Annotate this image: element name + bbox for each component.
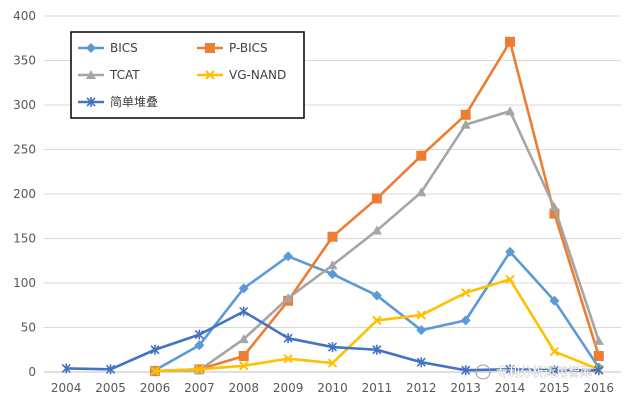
data-point: [150, 366, 160, 376]
legend-item: 简单堆叠: [78, 95, 158, 109]
series-4: [61, 306, 604, 376]
watermark-icon: [475, 364, 491, 380]
data-point: [205, 70, 215, 80]
y-tick-label: 100: [13, 276, 36, 290]
y-tick-label: 400: [13, 9, 36, 23]
data-point: [194, 340, 205, 351]
data-point: [283, 251, 294, 262]
legend-label: P-BICS: [229, 41, 268, 55]
y-tick-label: 300: [13, 98, 36, 112]
y-tick-label: 200: [13, 187, 36, 201]
x-tick-label: 2010: [317, 381, 348, 395]
legend: BICS P-BICS TCAT VG-NAND 简单堆叠: [70, 31, 305, 119]
data-point: [238, 334, 249, 344]
data-point: [549, 365, 559, 376]
x-tick-label: 2016: [584, 381, 615, 395]
legend-label: 简单堆叠: [110, 95, 158, 109]
legend-item: TCAT: [78, 68, 140, 82]
data-point: [371, 193, 382, 204]
data-point: [238, 283, 249, 294]
data-point: [505, 246, 516, 257]
data-point: [372, 344, 382, 355]
legend-box: [70, 31, 305, 119]
data-point: [239, 361, 249, 371]
data-point: [594, 365, 604, 376]
data-point: [416, 150, 427, 161]
data-point: [283, 353, 293, 364]
data-point: [61, 363, 71, 374]
data-point: [505, 364, 515, 375]
x-tick-label: 2005: [95, 381, 126, 395]
data-point: [416, 187, 427, 197]
data-point: [239, 306, 249, 317]
data-point: [460, 109, 471, 120]
legend-label: VG-NAND: [229, 68, 286, 82]
y-axis-ticks: 0 50 100 150 200 250 300 350 400: [13, 9, 36, 379]
x-tick-label: 2008: [228, 381, 259, 395]
data-point: [505, 36, 516, 47]
data-point: [549, 208, 560, 219]
x-tick-label: 2013: [450, 381, 481, 395]
data-point: [461, 365, 471, 376]
x-tick-label: 2009: [273, 381, 304, 395]
data-point: [327, 260, 338, 270]
watermark: 专利分析运用智库: [475, 364, 592, 380]
y-tick-label: 350: [13, 54, 36, 68]
x-tick-label: 2007: [184, 381, 215, 395]
series-2: [149, 106, 604, 376]
legend-label: TCAT: [109, 68, 140, 82]
data-point: [549, 202, 560, 212]
data-point: [327, 358, 338, 368]
series-line: [154, 109, 601, 373]
data-point: [371, 225, 382, 235]
data-point: [327, 231, 338, 242]
x-tick-label: 2012: [406, 381, 437, 395]
y-tick-label: 50: [21, 321, 36, 335]
data-point: [371, 290, 382, 301]
x-axis-ticks: 2004 2005 2006 2007 2008 2009 2010 2011 2012 2013…: [51, 381, 614, 395]
x-tick-label: 2011: [362, 381, 393, 395]
x-tick-label: 2006: [140, 381, 171, 395]
y-tick-label: 0: [28, 365, 36, 379]
data-point: [549, 295, 560, 306]
data-point: [549, 346, 560, 357]
x-tick-label: 2014: [495, 381, 526, 395]
data-point: [372, 315, 382, 326]
y-tick-label: 250: [13, 143, 36, 157]
legend-item: P-BICS: [197, 41, 268, 55]
data-point: [460, 315, 471, 326]
legend-label: BICS: [110, 41, 138, 55]
data-point: [86, 97, 96, 107]
data-point: [416, 325, 427, 336]
x-tick-label: 2015: [539, 381, 570, 395]
data-point: [593, 350, 604, 361]
data-point: [283, 333, 293, 344]
data-point: [194, 329, 204, 340]
data-point: [460, 288, 471, 298]
data-point: [416, 310, 426, 320]
data-point: [238, 350, 249, 361]
data-point: [283, 293, 294, 303]
legend-item: VG-NAND: [197, 68, 286, 82]
data-point: [86, 43, 96, 53]
data-point: [194, 364, 205, 375]
data-point: [505, 274, 515, 285]
data-point: [505, 106, 516, 116]
data-point: [460, 119, 471, 129]
data-point: [106, 364, 116, 375]
series-group: [61, 36, 604, 377]
x-tick-label: 2004: [51, 381, 82, 395]
data-point: [150, 344, 160, 355]
data-point: [327, 269, 338, 280]
data-point: [327, 342, 338, 353]
legend-item: BICS: [78, 41, 138, 55]
data-point: [205, 43, 215, 53]
y-tick-label: 150: [13, 232, 36, 246]
data-point: [86, 70, 96, 79]
watermark-text: 专利分析运用智库: [496, 364, 592, 379]
data-point: [593, 335, 604, 345]
data-point: [416, 357, 426, 368]
